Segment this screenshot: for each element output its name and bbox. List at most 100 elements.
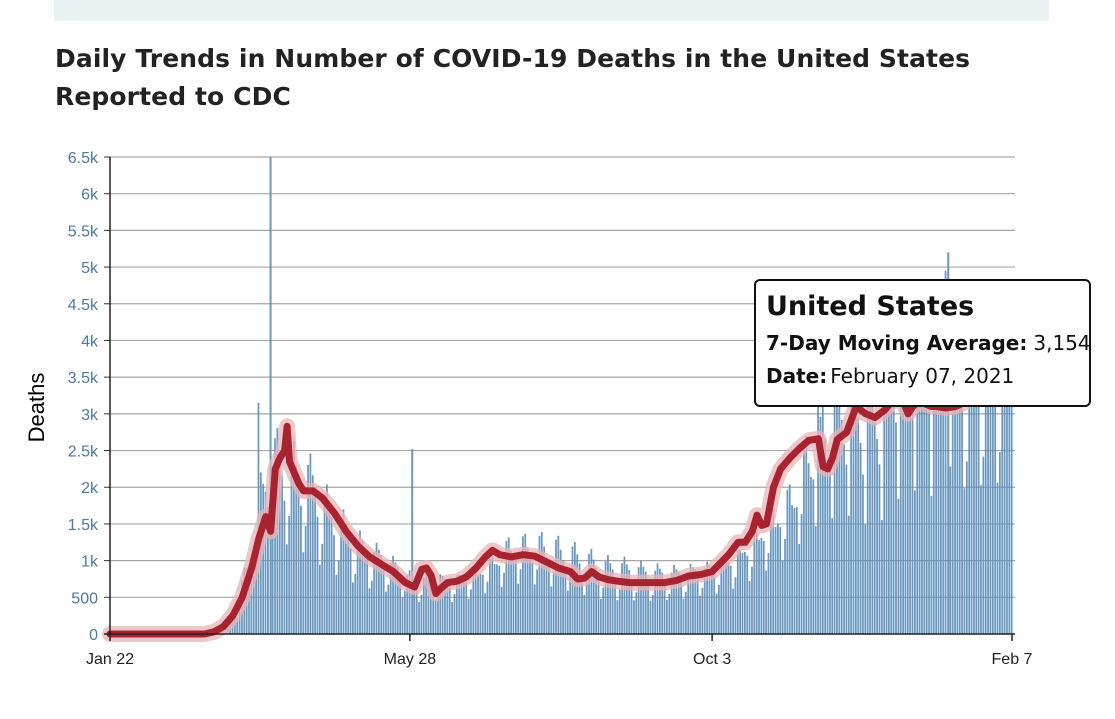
daily-bar (729, 565, 732, 634)
daily-bar (269, 157, 272, 634)
daily-bar (843, 444, 845, 634)
daily-bar (326, 484, 328, 634)
daily-bar (330, 516, 333, 634)
daily-bar (838, 387, 841, 634)
daily-bar (840, 419, 843, 634)
daily-bar (583, 594, 586, 634)
daily-bar (720, 563, 723, 634)
daily-bar (540, 532, 543, 634)
daily-bar (736, 550, 739, 634)
top-banner-strip (54, 0, 1049, 21)
daily-bar (689, 563, 692, 634)
daily-bar (760, 537, 763, 634)
daily-bar (602, 587, 605, 634)
daily-bar (661, 572, 664, 634)
daily-bar (708, 565, 711, 634)
daily-bar (916, 318, 919, 634)
daily-bar (576, 554, 579, 634)
daily-bar (467, 598, 470, 634)
daily-bar (777, 524, 779, 634)
y-tick-label: 500 (71, 590, 98, 607)
daily-bar (989, 364, 992, 634)
daily-bar (939, 357, 942, 634)
daily-bar (765, 570, 768, 634)
daily-bar (571, 546, 574, 634)
daily-bar (411, 449, 414, 634)
daily-bar (944, 270, 947, 634)
tooltip-date-row: Date: February 07, 2021 (766, 360, 1079, 393)
daily-bar (954, 335, 956, 634)
daily-bar (909, 360, 912, 634)
daily-bar (758, 540, 760, 634)
daily-bar (725, 562, 727, 634)
daily-bar (491, 552, 494, 634)
daily-bar (498, 565, 501, 634)
daily-bar (604, 561, 607, 634)
daily-bar (493, 564, 496, 634)
daily-bar (552, 572, 555, 634)
daily-bar (819, 416, 822, 634)
daily-bar (984, 382, 987, 634)
daily-bar (970, 341, 973, 634)
daily-bar (536, 569, 538, 634)
y-axis-title: Deaths (24, 373, 49, 443)
daily-bar (947, 252, 950, 634)
daily-bar (949, 466, 952, 634)
tooltip-title: United States (766, 291, 975, 322)
daily-bar (307, 464, 309, 634)
daily-bar (996, 482, 999, 634)
daily-bar (668, 593, 671, 634)
daily-bar (885, 382, 888, 634)
daily-bar (368, 588, 371, 634)
daily-bar (994, 397, 997, 634)
daily-bar (250, 560, 253, 634)
moving-average-path (106, 395, 969, 638)
daily-bar (432, 581, 435, 634)
daily-bar (743, 551, 746, 634)
daily-bar (470, 589, 472, 634)
daily-bar (479, 573, 482, 634)
daily-bar (597, 577, 600, 634)
daily-bar (425, 573, 427, 634)
daily-bar (727, 561, 730, 634)
daily-bar (1001, 375, 1004, 634)
daily-bar (684, 591, 687, 634)
daily-bar (453, 594, 456, 634)
daily-bar (968, 374, 971, 634)
daily-bar (524, 533, 527, 634)
daily-bar (427, 575, 430, 634)
daily-bar (569, 577, 572, 634)
y-tick-label: 0 (89, 627, 98, 644)
daily-bar (543, 546, 546, 634)
daily-bar (640, 560, 642, 634)
daily-bar (321, 543, 324, 634)
daily-bar (628, 570, 631, 634)
daily-bar (788, 484, 791, 634)
daily-bar (378, 549, 380, 634)
daily-bar (283, 500, 286, 634)
daily-bar (805, 435, 808, 634)
daily-bar (375, 542, 378, 634)
daily-bar (585, 582, 588, 634)
daily-bar (713, 571, 716, 634)
daily-bar (531, 562, 534, 634)
daily-bar (557, 535, 560, 634)
daily-bar (654, 570, 657, 634)
daily-bar (692, 567, 694, 634)
daily-bar (633, 600, 635, 634)
daily-bar (356, 539, 359, 634)
daily-bar (488, 554, 491, 634)
daily-bar (514, 560, 517, 634)
daily-bar (323, 493, 326, 634)
daily-bar (573, 542, 576, 634)
x-tick-label: May 28 (384, 651, 437, 668)
daily-bar (340, 518, 342, 634)
daily-bar (267, 506, 269, 634)
daily-bar (911, 396, 914, 634)
daily-bar (630, 578, 633, 634)
daily-bar (800, 514, 803, 634)
daily-bar (361, 540, 364, 634)
daily-bar (625, 564, 628, 634)
daily-bar (437, 592, 439, 634)
